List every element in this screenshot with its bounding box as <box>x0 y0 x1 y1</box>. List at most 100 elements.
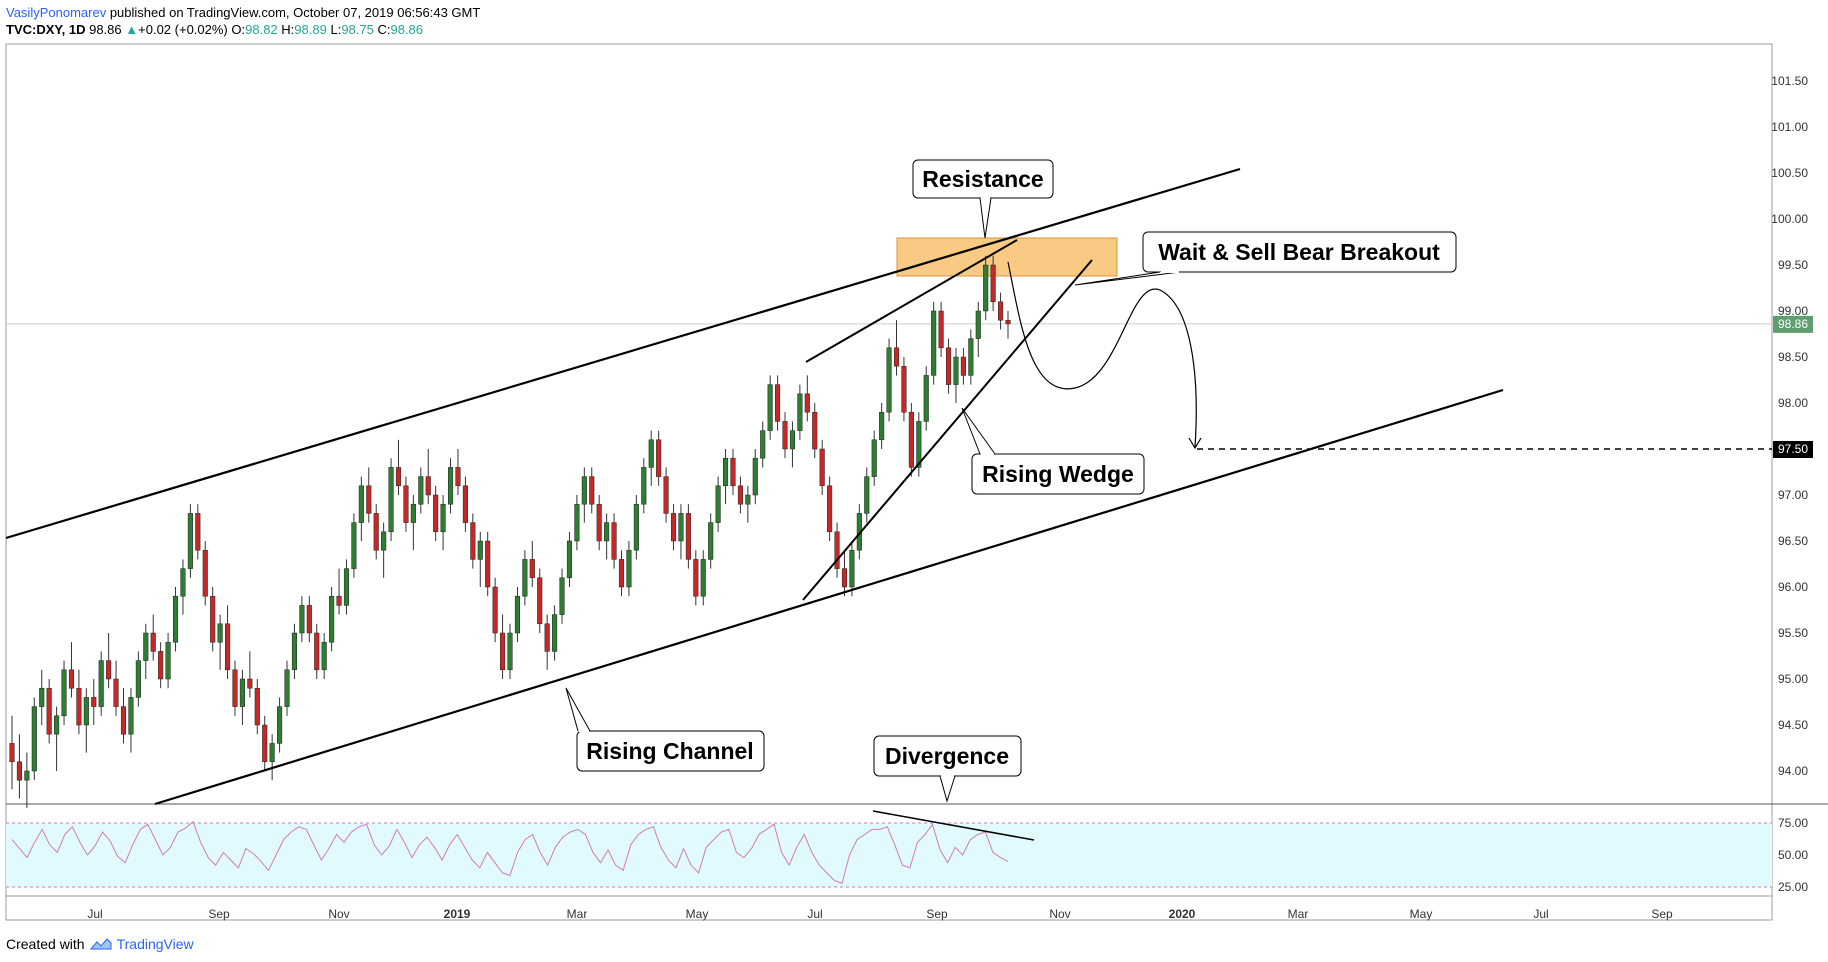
chart-header: VasilyPonomarev published on TradingView… <box>6 4 480 38</box>
candles <box>9 255 1011 808</box>
time-tick-label: Jul <box>87 907 102 921</box>
time-tick-label: 2020 <box>1169 907 1196 921</box>
publish-line: VasilyPonomarev published on TradingView… <box>6 4 480 21</box>
candle <box>306 605 312 634</box>
wait-sell-callout[interactable]: Wait & Sell Bear Breakout <box>1074 231 1457 286</box>
candle <box>574 503 580 542</box>
channel-lower-line[interactable] <box>154 388 1504 806</box>
rising-wedge-callout[interactable]: Rising Wedge <box>961 407 1145 495</box>
candle <box>462 485 468 523</box>
candle <box>16 761 22 781</box>
footer: Created with TradingView <box>6 936 194 952</box>
time-tick-label: Sep <box>926 907 948 921</box>
candle <box>841 568 848 588</box>
candle <box>1005 319 1011 325</box>
symbol-label[interactable]: TVC:DXY, 1D <box>6 22 86 37</box>
candle <box>418 476 424 505</box>
candle <box>700 559 706 597</box>
candle <box>425 476 431 496</box>
time-tick-label: May <box>686 907 709 921</box>
price-tick-label: 96.00 <box>1778 580 1808 594</box>
divergence-line[interactable] <box>872 810 1035 841</box>
candle <box>827 485 833 533</box>
candle <box>225 623 231 671</box>
candle <box>299 605 305 634</box>
candle <box>945 347 952 385</box>
low-value: 98.75 <box>341 22 374 37</box>
candle <box>633 503 639 551</box>
candle <box>91 697 97 707</box>
candle <box>760 430 766 459</box>
time-tick-label: Jul <box>1533 907 1548 921</box>
wedge-lower-line[interactable] <box>802 259 1093 601</box>
candle <box>187 513 193 569</box>
candle <box>381 531 387 551</box>
divergence-callout[interactable]: Divergence <box>873 735 1022 803</box>
candle <box>596 503 602 542</box>
candle <box>180 568 186 597</box>
time-tick-label: 2019 <box>444 907 471 921</box>
candle <box>314 632 320 671</box>
resistance-zone[interactable] <box>896 237 1118 277</box>
resistance-callout[interactable]: Resistance <box>912 159 1054 239</box>
author-link[interactable]: VasilyPonomarev <box>6 5 107 20</box>
time-tick-label: Nov <box>1049 907 1070 921</box>
candle <box>247 678 253 689</box>
tradingview-logo-icon <box>89 938 112 950</box>
candle <box>477 540 483 560</box>
candle <box>767 384 773 431</box>
candle <box>916 421 922 468</box>
target-price-badge-text: 97.50 <box>1778 442 1808 456</box>
time-tick-label: Sep <box>208 907 230 921</box>
candle <box>492 586 498 634</box>
rsi-line <box>11 820 1009 884</box>
price-tick-label: 95.00 <box>1778 672 1808 686</box>
time-tick-label: Sep <box>1651 907 1673 921</box>
last-price: 98.86 <box>89 22 122 37</box>
candle <box>358 485 364 523</box>
candle <box>239 678 245 707</box>
candle <box>849 549 855 588</box>
candle <box>737 485 743 505</box>
candle <box>871 439 877 477</box>
candle <box>143 632 149 661</box>
candle <box>581 476 587 505</box>
close-value: 98.86 <box>390 22 424 37</box>
target-price-badge: 97.50 <box>1773 441 1813 458</box>
candle <box>514 595 520 634</box>
candle <box>165 641 171 680</box>
candle <box>440 503 446 533</box>
price-axis[interactable]: 101.50 101.00 100.50 100.00 99.50 99.00 98.50 9… <box>1771 74 1808 778</box>
candle <box>864 476 870 514</box>
last-price-badge-text: 98.86 <box>1778 317 1808 331</box>
candle <box>886 347 892 413</box>
candle <box>678 513 684 542</box>
channel-upper-line[interactable] <box>5 167 1241 540</box>
candle <box>329 595 335 643</box>
candle <box>83 697 89 726</box>
candle <box>931 310 937 376</box>
candle <box>113 678 119 707</box>
rising-channel-callout[interactable]: Rising Channel <box>565 687 765 772</box>
price-tick-label: 99.00 <box>1778 304 1808 318</box>
candle <box>834 531 840 569</box>
price-tick-label: 101.50 <box>1771 74 1808 88</box>
candle <box>552 614 558 652</box>
candle <box>106 660 112 680</box>
change-value: +0.02 (+0.02%) <box>138 22 228 37</box>
ohlc-line: TVC:DXY, 1D 98.86 ▲+0.02 (+0.02%) O:98.8… <box>6 21 480 38</box>
time-tick-label: May <box>1410 907 1433 921</box>
candle <box>879 411 885 441</box>
tradingview-link[interactable]: TradingView <box>116 936 194 952</box>
candle <box>566 540 573 579</box>
wedge-upper-line[interactable] <box>805 239 1018 363</box>
candle <box>210 595 216 643</box>
candle <box>195 513 201 551</box>
candle <box>39 687 45 707</box>
resistance-label: Resistance <box>922 166 1043 192</box>
price-tick-label: 98.00 <box>1778 396 1808 410</box>
time-axis[interactable]: Jul Sep Nov 2019 Mar May Jul Sep Nov 2020 Mar May Ju… <box>87 907 1673 921</box>
candle <box>500 632 506 671</box>
projection-path <box>1007 261 1197 448</box>
